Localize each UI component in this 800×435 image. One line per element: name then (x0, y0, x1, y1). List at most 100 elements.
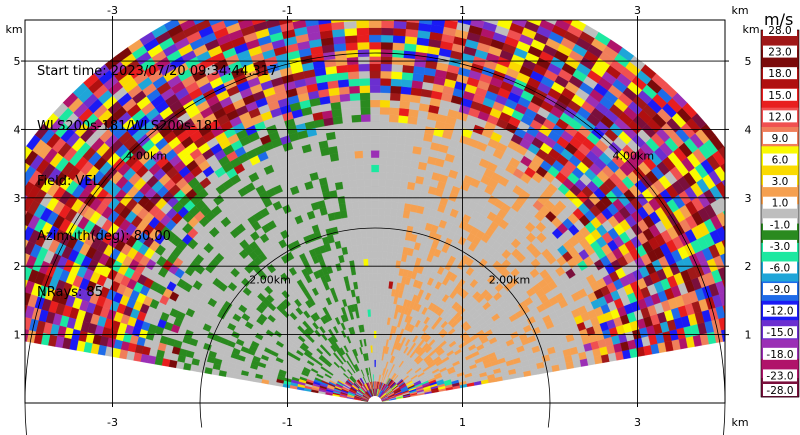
velocity-bin (347, 216, 355, 225)
velocity-bin (3, 170, 17, 186)
velocity-bin (719, 292, 725, 306)
velocity-bin (377, 207, 385, 216)
velocity-bin (360, 222, 367, 231)
velocity-bin (721, 239, 725, 249)
velocity-bin (383, 229, 390, 238)
velocity-bin (237, 20, 247, 23)
velocity-bin (380, 273, 386, 281)
velocity-bin (343, 20, 357, 30)
velocity-bin (403, 151, 413, 161)
velocity-bin (380, 287, 385, 296)
velocity-bin (395, 143, 405, 153)
velocity-bin (350, 107, 361, 116)
velocity-bin (390, 85, 402, 94)
velocity-bin (379, 135, 389, 144)
velocity-bin (378, 157, 388, 166)
velocity-bin (373, 345, 377, 353)
velocity-bin (392, 245, 399, 254)
velocity-bin (7, 288, 18, 302)
velocity-bin (469, 20, 485, 29)
velocity-bin (370, 164, 380, 173)
velocity-bin (177, 20, 190, 25)
velocity-bin (443, 20, 458, 30)
velocity-bin (407, 108, 419, 118)
velocity-bin (735, 326, 744, 339)
velocity-bin (347, 165, 357, 174)
velocity-bin (728, 174, 741, 190)
velocity-bin (405, 21, 420, 31)
velocity-bin (399, 93, 411, 102)
velocity-bin (359, 215, 367, 224)
velocity-bin (378, 150, 388, 159)
velocity-bin (346, 209, 354, 218)
velocity-bin (258, 0, 273, 1)
velocity-bin (205, 7, 221, 19)
velocity-bin (435, 0, 449, 5)
velocity-bin (356, 27, 370, 36)
velocity-bin (349, 179, 358, 189)
velocity-bin (728, 327, 737, 340)
velocity-bin (348, 78, 360, 87)
velocity-bin (360, 114, 371, 122)
velocity-bin (356, 244, 363, 253)
velocity-bin (350, 194, 359, 203)
velocity-bin (385, 266, 391, 275)
velocity-bin (401, 71, 414, 81)
velocity-bin (371, 171, 379, 180)
velocity-bin (386, 164, 395, 173)
velocity-bin (394, 151, 405, 160)
velocity-bin (386, 258, 392, 267)
velocity-bin (376, 316, 380, 324)
velocity-bin (384, 208, 392, 217)
velocity-bin (351, 201, 360, 210)
velocity-bin (367, 258, 373, 267)
velocity-bin (8, 314, 18, 328)
velocity-bin (365, 207, 373, 216)
velocity-bin (395, 216, 403, 225)
velocity-bin (358, 208, 366, 217)
velocity-bin (335, 137, 346, 147)
velocity-bin (342, 0, 356, 7)
velocity-bin (215, 0, 231, 7)
velocity-bin (373, 316, 377, 324)
velocity-bin (383, 222, 390, 231)
velocity-bin (369, 301, 374, 310)
velocity-bin (369, 78, 381, 86)
velocity-bin (337, 79, 350, 88)
velocity-bin (374, 352, 376, 360)
velocity-bin (384, 273, 391, 282)
velocity-bin (381, 20, 394, 29)
velocity-bin (189, 6, 205, 18)
velocity-bin (407, 7, 421, 16)
velocity-bin (0, 310, 3, 324)
velocity-bin (735, 232, 747, 247)
velocity-bin (355, 172, 365, 181)
velocity-bin (376, 323, 380, 332)
velocity-bin (402, 159, 412, 168)
velocity-bin (355, 0, 368, 6)
velocity-bin (367, 244, 373, 252)
velocity-bin (336, 144, 347, 154)
velocity-bin (741, 229, 753, 244)
velocity-bin (5, 247, 17, 262)
velocity-bin (377, 222, 385, 231)
velocity-bin (740, 286, 751, 300)
velocity-bin (392, 42, 405, 51)
velocity-bin (357, 186, 365, 195)
velocity-bin (0, 226, 2, 241)
velocity-bin (378, 179, 387, 187)
velocity-bin (301, 0, 315, 5)
velocity-bin (368, 34, 382, 43)
velocity-bin (394, 223, 402, 232)
velocity-bin (369, 56, 381, 64)
velocity-bin (372, 236, 378, 245)
velocity-bin (369, 63, 381, 72)
velocity-bin (364, 273, 370, 281)
velocity-bin (333, 123, 344, 132)
velocity-bin (733, 247, 745, 262)
velocity-bin (747, 283, 758, 298)
velocity-bin (370, 309, 374, 317)
velocity-bin (386, 157, 396, 166)
velocity-bin (748, 226, 760, 241)
